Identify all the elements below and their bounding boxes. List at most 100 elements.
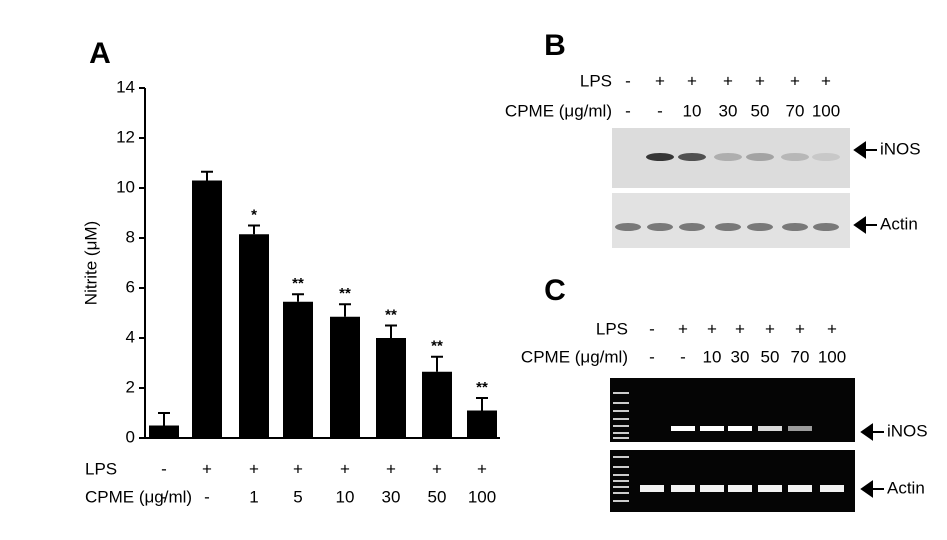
band xyxy=(728,485,752,492)
lane-label: 100 xyxy=(818,347,846,366)
band xyxy=(615,223,641,231)
lane-label: 30 xyxy=(719,101,738,120)
ladder xyxy=(613,474,629,476)
bar xyxy=(239,234,269,438)
row-label: LPS xyxy=(85,459,117,478)
panel-label: A xyxy=(89,37,111,70)
band xyxy=(700,426,724,431)
significance: ** xyxy=(431,338,443,355)
bar xyxy=(467,410,497,438)
bar xyxy=(149,425,179,438)
x-tick-label: 100 xyxy=(468,487,496,506)
arrow xyxy=(860,480,884,498)
panel-label: C xyxy=(544,274,566,307)
ladder xyxy=(613,432,629,434)
lane-label: + xyxy=(821,71,831,90)
x-tick-label: + xyxy=(293,459,303,478)
x-tick-label: - xyxy=(161,487,167,506)
band xyxy=(820,485,844,492)
x-tick-label: - xyxy=(161,459,167,478)
error-bar xyxy=(201,170,213,181)
y-tick-label: 12 xyxy=(116,127,135,146)
band xyxy=(781,153,809,161)
x-tick-label: + xyxy=(432,459,442,478)
lane-label: + xyxy=(707,319,717,338)
band xyxy=(812,153,840,161)
lane-label: + xyxy=(765,319,775,338)
error-bar xyxy=(292,293,304,302)
lane-label: + xyxy=(735,319,745,338)
band xyxy=(671,485,695,492)
band xyxy=(647,223,673,231)
bar xyxy=(330,316,360,438)
ladder xyxy=(613,456,629,458)
lane-label: + xyxy=(827,319,837,338)
lane-label: 10 xyxy=(703,347,722,366)
error-bar xyxy=(248,224,260,235)
bar xyxy=(283,301,313,438)
band-label: Actin xyxy=(887,478,925,497)
band xyxy=(782,223,808,231)
row-label: CPME (μg/ml) xyxy=(521,347,628,366)
x-tick-label: - xyxy=(204,487,210,506)
x-tick-label: + xyxy=(477,459,487,478)
x-tick-label: 1 xyxy=(249,487,258,506)
band xyxy=(678,153,706,161)
arrow xyxy=(853,141,877,159)
y-tick-label: 2 xyxy=(126,377,135,396)
lane-label: 70 xyxy=(791,347,810,366)
ladder xyxy=(613,418,629,420)
significance: ** xyxy=(476,379,488,396)
band-label: iNOS xyxy=(880,139,921,158)
row-label: LPS xyxy=(580,71,612,90)
y-tick-label: 6 xyxy=(126,277,135,296)
ladder xyxy=(613,486,629,488)
y-tick-label: 4 xyxy=(126,327,135,346)
ladder xyxy=(613,392,629,394)
ladder xyxy=(613,410,629,412)
lane-label: + xyxy=(687,71,697,90)
band xyxy=(758,426,782,431)
significance: ** xyxy=(292,275,304,292)
gel xyxy=(610,450,855,512)
y-axis-label: Nitrite (μM) xyxy=(81,221,100,305)
lane-label: 50 xyxy=(751,101,770,120)
x-tick-label: + xyxy=(202,459,212,478)
band xyxy=(728,426,752,431)
x-tick-label: 10 xyxy=(336,487,355,506)
ladder xyxy=(613,500,629,502)
band-label: Actin xyxy=(880,214,918,233)
lane-label: + xyxy=(678,319,688,338)
band xyxy=(640,485,664,492)
band xyxy=(671,426,695,431)
y-tick-label: 0 xyxy=(126,427,135,446)
band xyxy=(813,223,839,231)
lane-label: - xyxy=(649,319,655,338)
gel xyxy=(610,378,855,442)
lane-label: + xyxy=(655,71,665,90)
x-tick-label: + xyxy=(249,459,259,478)
lane-label: - xyxy=(625,71,631,90)
error-bar xyxy=(339,303,351,317)
ladder xyxy=(613,437,629,439)
bar xyxy=(192,180,222,438)
row-label: CPME (μg/ml) xyxy=(505,101,612,120)
ladder xyxy=(613,425,629,427)
lane-label: 100 xyxy=(812,101,840,120)
lane-label: - xyxy=(649,347,655,366)
ladder xyxy=(613,402,629,404)
band xyxy=(679,223,705,231)
lane-label: 70 xyxy=(786,101,805,120)
x-tick-label: 30 xyxy=(382,487,401,506)
lane-label: - xyxy=(680,347,686,366)
significance: ** xyxy=(385,306,397,323)
x-tick-label: 5 xyxy=(293,487,302,506)
arrow xyxy=(860,423,884,441)
y-tick-label: 14 xyxy=(116,77,135,96)
ladder xyxy=(613,492,629,494)
row-label: CPME (μg/ml) xyxy=(85,487,192,506)
lane-label: 30 xyxy=(731,347,750,366)
band xyxy=(788,485,812,492)
